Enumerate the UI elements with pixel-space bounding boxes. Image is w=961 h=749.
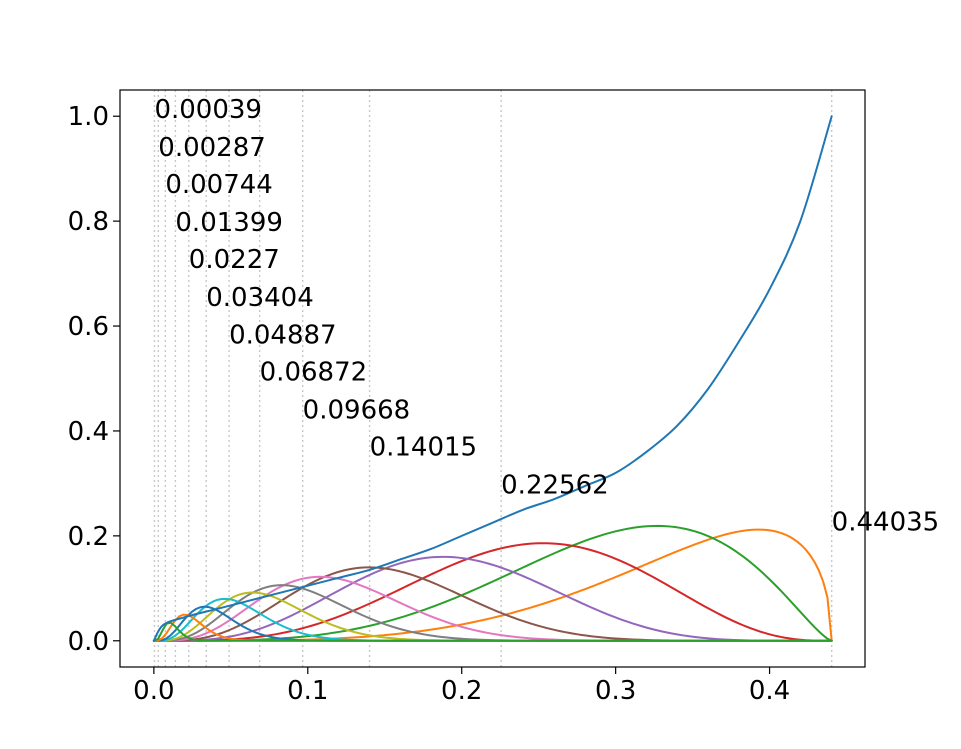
annotation-label-4: 0.0227: [189, 245, 280, 275]
series-line-2: [152, 524, 833, 642]
annotation-label-0: 0.00039: [154, 95, 262, 125]
vertical-lines: [153, 90, 833, 667]
annotation-label-9: 0.14015: [370, 433, 478, 463]
x-tick-label-4: 0.4: [749, 676, 790, 706]
x-tick-label-1: 0.1: [287, 676, 328, 706]
y-tick-label-5: 1.0: [68, 102, 109, 132]
series-line-12: [152, 621, 833, 642]
x-tick-label-0: 0.0: [133, 676, 174, 706]
series-line-4: [152, 555, 833, 642]
y-tick-label-2: 0.4: [68, 417, 109, 447]
series-curves: [152, 115, 833, 642]
x-tick-label-2: 0.2: [441, 676, 482, 706]
y-axis: 0.0 0.2 0.4 0.6 0.8 1.0: [68, 102, 120, 657]
annotation-label-6: 0.04887: [229, 320, 337, 350]
annotation-label-11: 0.44035: [832, 508, 940, 538]
annotation-label-1: 0.00287: [158, 133, 266, 163]
y-tick-label-0: 0.0: [68, 627, 109, 657]
y-tick-label-1: 0.2: [68, 522, 109, 552]
y-tick-label-4: 0.8: [68, 207, 109, 237]
annotation-label-2: 0.00744: [165, 170, 273, 200]
annotation-label-7: 0.06872: [260, 358, 368, 388]
annotation-label-3: 0.01399: [175, 208, 283, 238]
plot-frame: [119, 89, 866, 668]
x-axis: 0.0 0.1 0.2 0.3 0.4: [133, 667, 790, 706]
x-tick-label-3: 0.3: [595, 676, 636, 706]
annotation-label-5: 0.03404: [206, 283, 314, 313]
annotation-label-10: 0.22562: [501, 470, 609, 500]
annotations: 0.00039 0.00287 0.00744 0.01399 0.0227 0.0340…: [154, 95, 939, 537]
y-tick-label-3: 0.6: [68, 312, 109, 342]
annotation-label-8: 0.09668: [303, 395, 411, 425]
series-line-0: [152, 115, 833, 642]
